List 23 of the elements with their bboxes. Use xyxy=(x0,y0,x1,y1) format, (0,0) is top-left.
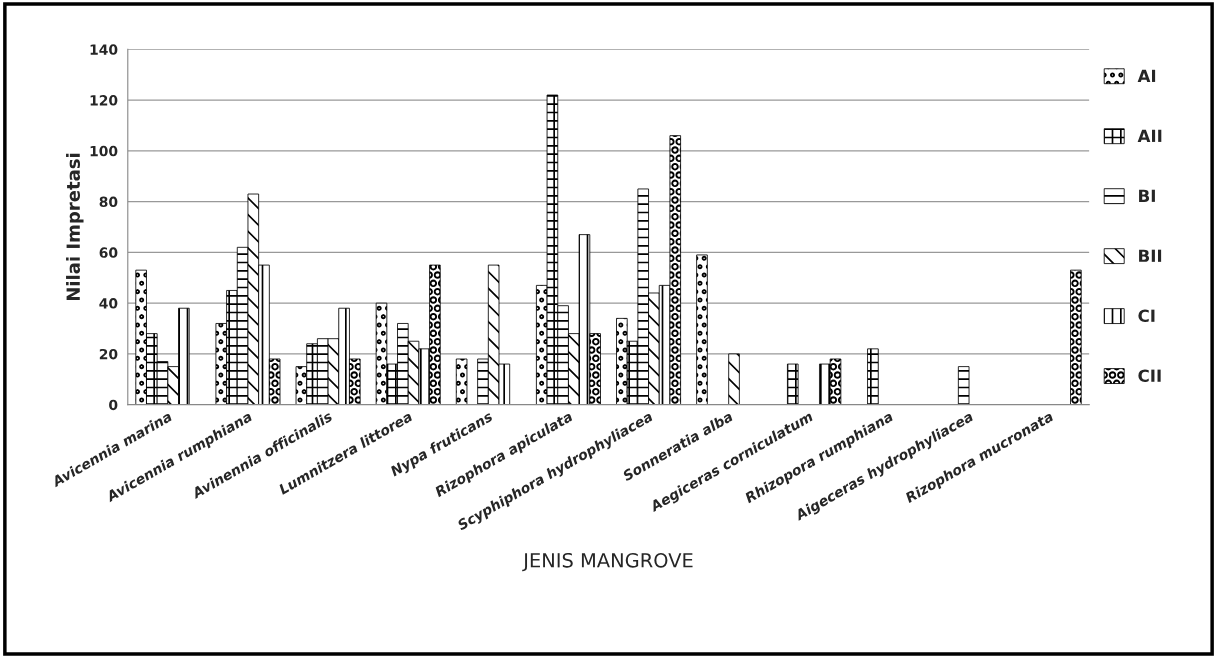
y-axis-title: Nilai Impretasi xyxy=(66,153,84,301)
legend-label: CI xyxy=(1138,309,1155,323)
legend-label: AI xyxy=(1137,69,1156,82)
bar xyxy=(696,254,708,405)
y-tick-label: 120 xyxy=(90,95,118,106)
y-tick-label: 40 xyxy=(99,298,118,309)
y-tick-label: 100 xyxy=(90,145,118,157)
bar xyxy=(455,358,468,405)
bar xyxy=(867,348,879,405)
bar xyxy=(1070,269,1082,405)
legend-label: BI xyxy=(1139,189,1155,202)
bar xyxy=(787,363,799,405)
y-tick-label: 0 xyxy=(109,399,118,411)
legend-label: AII xyxy=(1137,129,1162,142)
bar xyxy=(957,366,970,405)
y-tick-label: 60 xyxy=(99,247,118,258)
y-tick-label: 80 xyxy=(99,196,118,208)
y-tick-label: 20 xyxy=(99,348,118,360)
bar xyxy=(728,353,740,405)
y-tick-label: 140 xyxy=(90,44,118,55)
x-axis-title: JENIS MANGROVE xyxy=(522,552,693,572)
legend-label: BII xyxy=(1139,249,1162,262)
legend-label: CII xyxy=(1138,369,1161,383)
